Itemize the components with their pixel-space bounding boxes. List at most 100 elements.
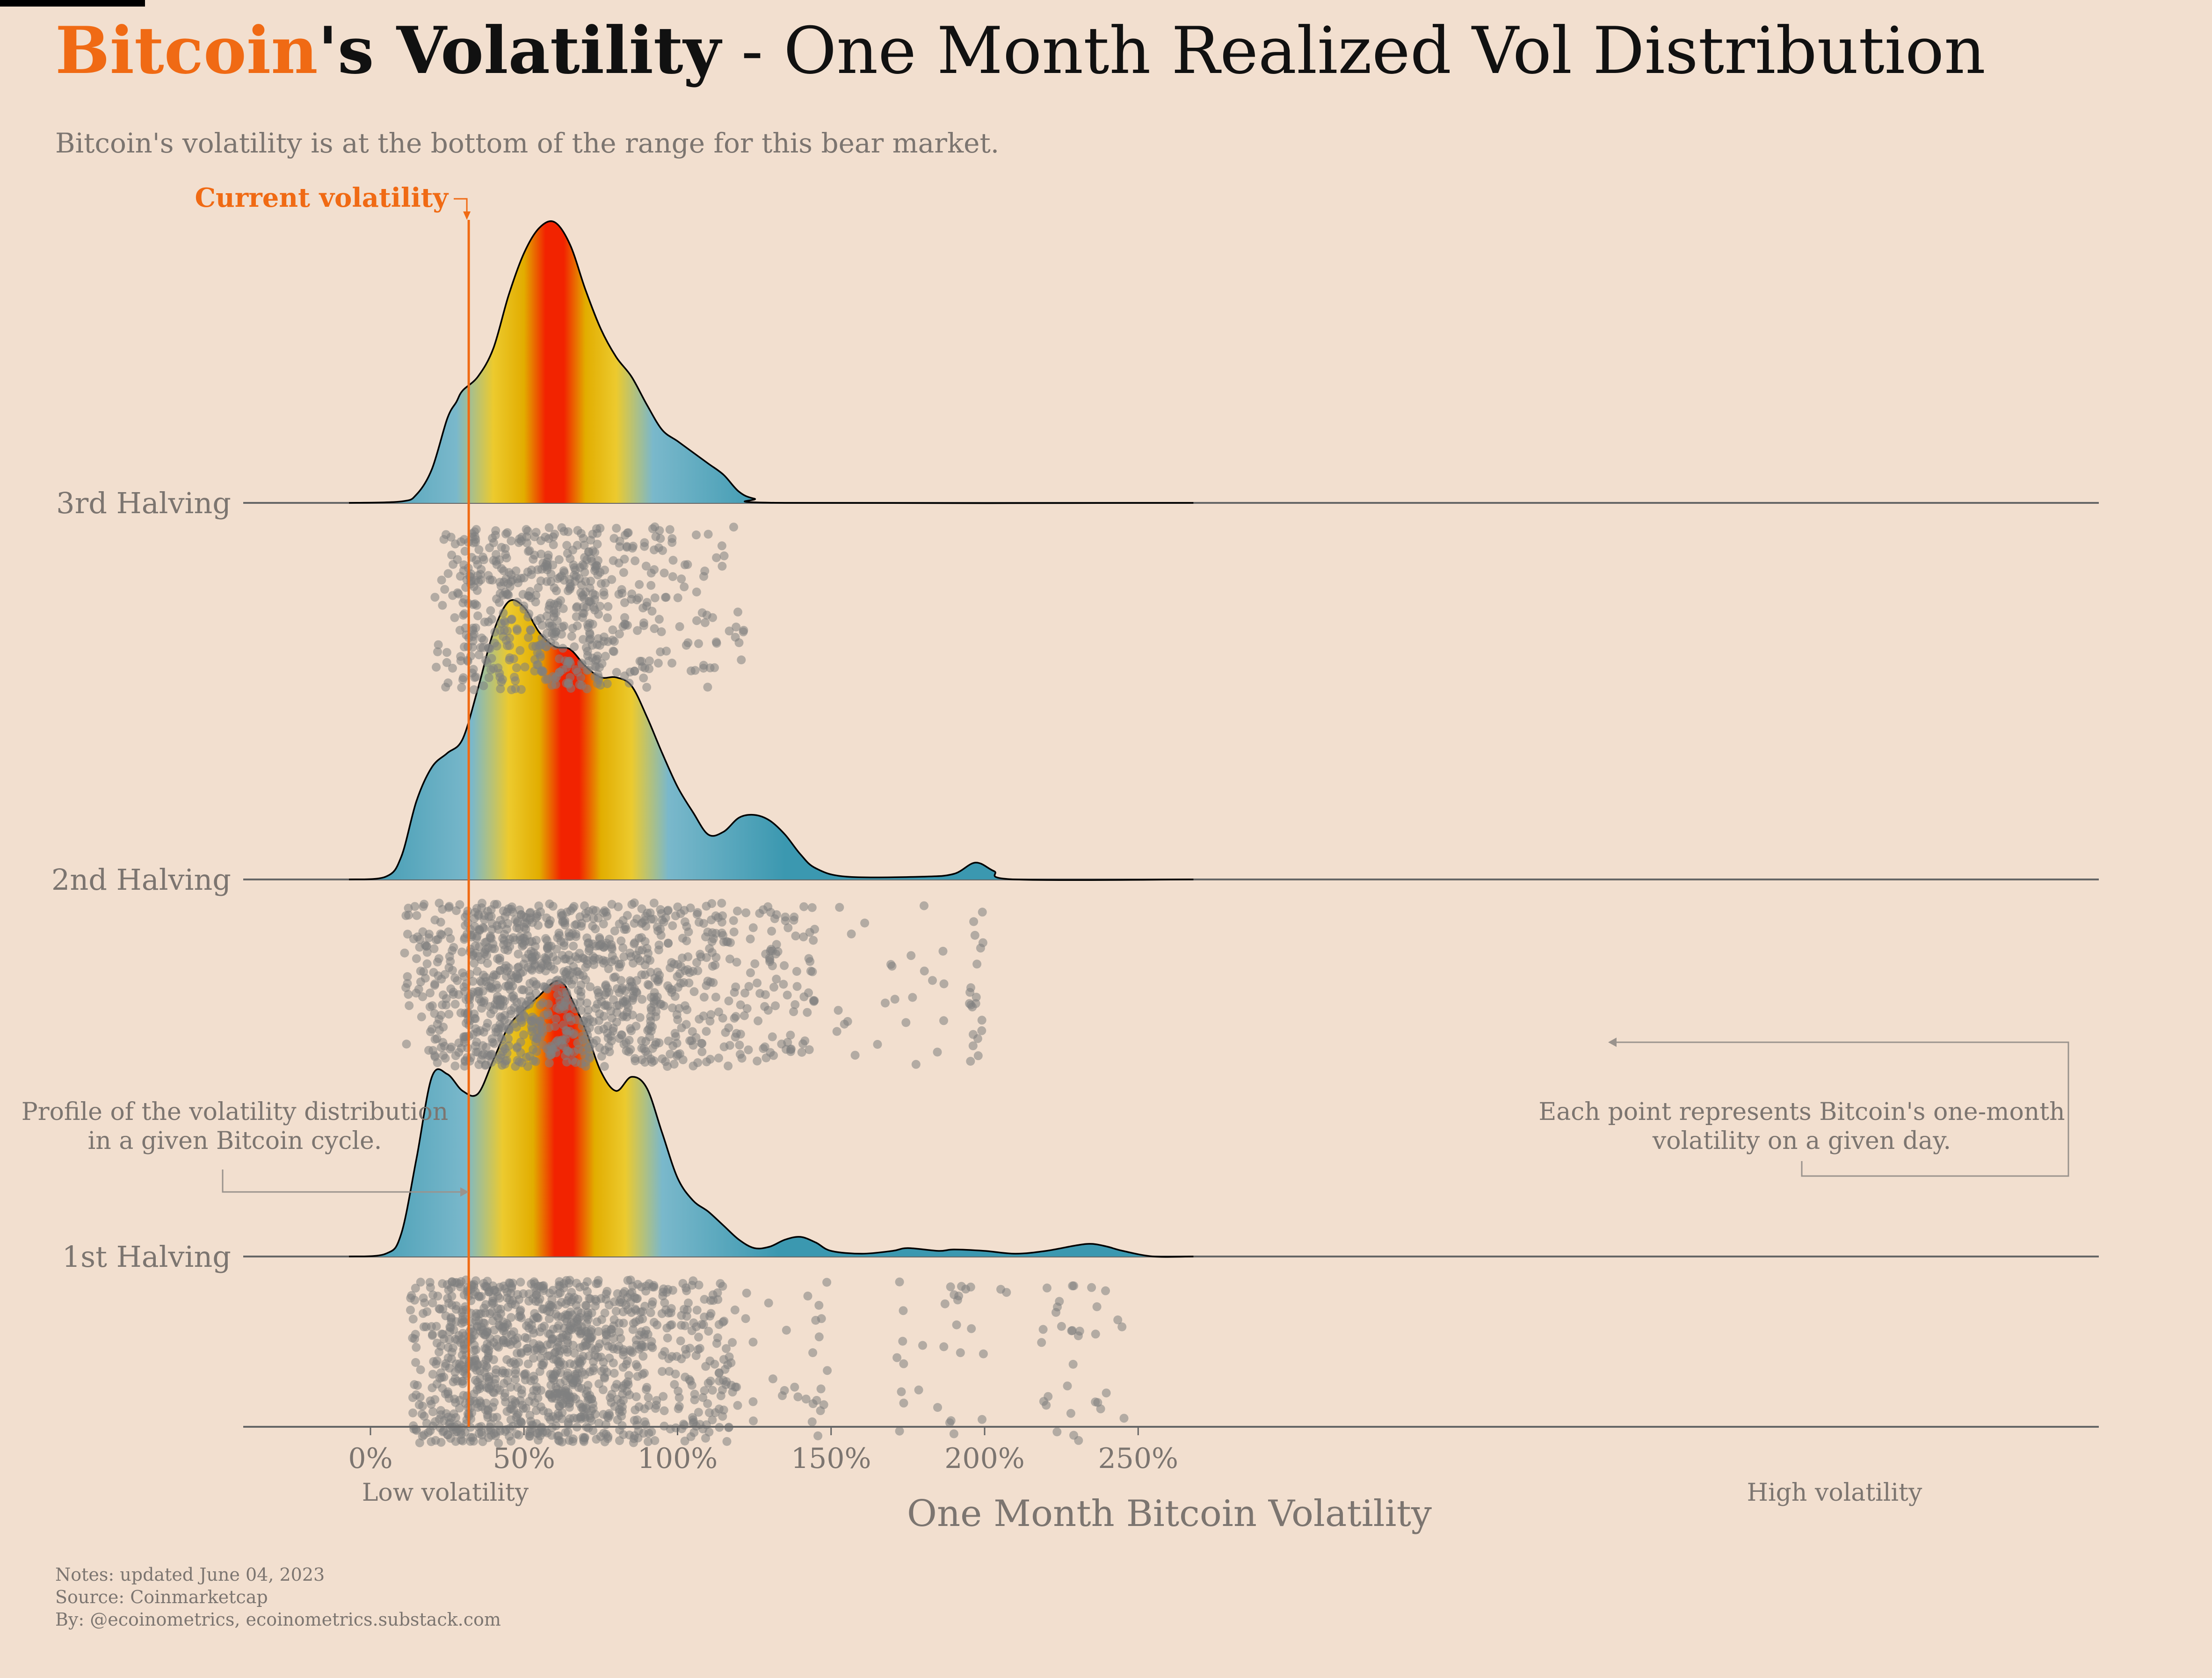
- data-point: [499, 608, 508, 617]
- data-point: [557, 1298, 566, 1307]
- data-point: [744, 982, 754, 991]
- data-point: [505, 1431, 514, 1441]
- data-point: [587, 1308, 596, 1318]
- data-point: [575, 949, 584, 958]
- data-point: [496, 995, 505, 1005]
- data-point: [698, 1393, 708, 1402]
- data-point: [493, 983, 502, 993]
- data-point: [495, 966, 505, 975]
- data-point: [979, 1349, 988, 1358]
- data-point: [692, 1306, 702, 1315]
- data-point: [471, 555, 481, 565]
- data-point: [618, 1389, 627, 1399]
- data-point: [735, 1040, 744, 1050]
- data-point: [609, 1321, 618, 1330]
- data-point: [663, 981, 673, 990]
- data-point: [928, 976, 937, 985]
- data-point: [573, 1414, 582, 1423]
- data-point: [754, 1016, 763, 1025]
- data-point: [933, 1047, 942, 1057]
- data-point: [504, 590, 513, 600]
- data-point: [600, 632, 609, 642]
- data-point: [422, 959, 432, 968]
- data-point: [434, 640, 443, 649]
- data-point: [969, 1030, 978, 1039]
- data-point: [468, 632, 478, 641]
- data-point: [661, 1057, 670, 1066]
- data-point: [498, 1368, 507, 1378]
- data-point: [673, 1050, 682, 1059]
- data-point: [780, 961, 789, 970]
- data-point: [511, 566, 521, 575]
- data-point: [819, 1400, 828, 1409]
- chart-title: Bitcoin's Volatility - One Month Realize…: [55, 13, 1986, 88]
- data-point: [581, 975, 590, 984]
- top-accent-bar: [0, 0, 145, 7]
- data-point: [435, 1305, 445, 1314]
- data-point: [835, 903, 844, 912]
- data-point: [670, 992, 680, 1001]
- data-point: [630, 667, 639, 676]
- data-point: [536, 650, 544, 659]
- data-point: [600, 590, 609, 600]
- data-point: [956, 1348, 965, 1358]
- data-point: [484, 673, 493, 683]
- data-point: [588, 1399, 598, 1409]
- data-point: [677, 574, 686, 583]
- data-point: [668, 1041, 678, 1050]
- data-point: [503, 1302, 513, 1312]
- data-point: [742, 1004, 752, 1013]
- data-point: [710, 663, 719, 672]
- data-point: [736, 1030, 745, 1039]
- notes-source: Source: Coinmarketcap: [55, 1587, 268, 1607]
- chart-notes: Notes: updated June 04, 2023 Source: Coi…: [55, 1563, 501, 1631]
- data-point: [406, 1306, 415, 1315]
- data-point: [486, 606, 495, 615]
- data-point: [957, 1282, 966, 1291]
- data-point: [512, 1430, 521, 1439]
- data-point: [504, 1025, 514, 1034]
- data-point: [565, 1403, 574, 1412]
- data-point: [641, 1286, 651, 1296]
- data-point: [804, 988, 813, 997]
- data-point: [513, 917, 522, 926]
- data-point: [809, 936, 818, 945]
- title-rest: - One Month Realized Vol Distribution: [720, 13, 1986, 88]
- data-point: [620, 671, 629, 681]
- data-point: [712, 639, 721, 648]
- data-point: [892, 1353, 902, 1362]
- data-point: [472, 1322, 482, 1331]
- low-volatility-label: Low volatility: [362, 1479, 529, 1507]
- data-point: [645, 656, 654, 666]
- data-point: [562, 1276, 571, 1285]
- data-point: [487, 654, 496, 663]
- data-point: [523, 1344, 532, 1353]
- data-point: [761, 990, 770, 999]
- data-point: [529, 555, 538, 564]
- data-point: [563, 1368, 573, 1378]
- data-point: [897, 1387, 906, 1396]
- data-point: [507, 685, 516, 694]
- data-point: [553, 1337, 563, 1347]
- chart-subtitle: Bitcoin's volatility is at the bottom of…: [55, 127, 1000, 159]
- data-point: [708, 1386, 717, 1395]
- data-point: [482, 1363, 492, 1372]
- data-point: [939, 1016, 948, 1025]
- data-point: [645, 664, 654, 674]
- data-point: [418, 992, 427, 1002]
- data-point: [428, 1298, 437, 1308]
- data-point: [412, 988, 421, 998]
- data-point: [522, 538, 531, 548]
- data-point: [576, 673, 586, 683]
- data-point: [460, 609, 469, 618]
- data-point: [550, 530, 559, 539]
- data-point: [607, 575, 616, 584]
- data-point: [525, 1410, 535, 1420]
- data-point: [653, 659, 663, 668]
- data-point: [475, 1374, 485, 1383]
- data-point: [719, 1316, 729, 1326]
- data-point: [477, 633, 486, 643]
- data-point: [901, 1018, 911, 1027]
- data-point: [536, 1032, 545, 1041]
- data-point: [670, 1029, 680, 1038]
